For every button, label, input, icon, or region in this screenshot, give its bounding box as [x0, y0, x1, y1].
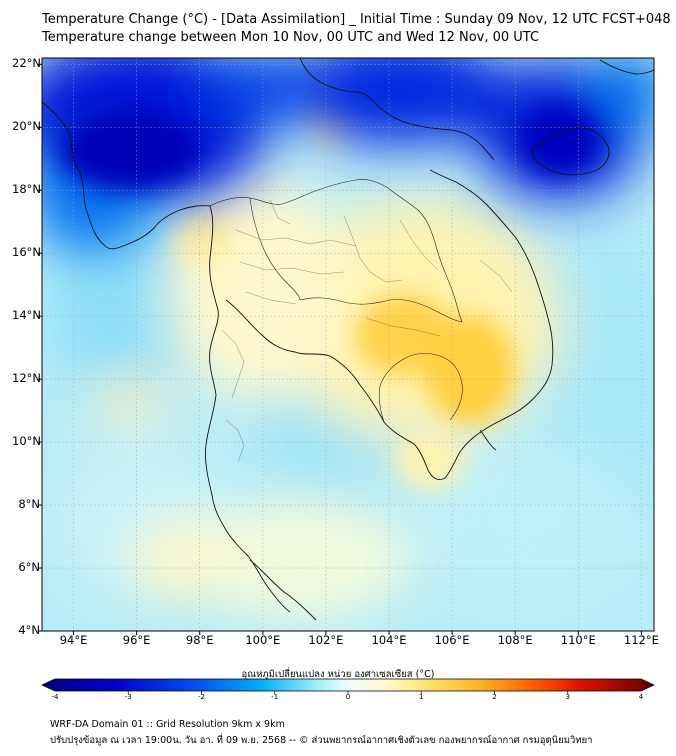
lat-label: 20°N: [12, 119, 41, 134]
colorbar-tick-label: -3: [124, 693, 132, 701]
colorbar-label: อุณหภูมิเปลี่ยนแปลง หน่วย องศาเซลเซียส (…: [241, 669, 435, 680]
colorbar-tick-label: 1: [419, 693, 424, 701]
map-frame: [41, 57, 655, 632]
title-line-2: Temperature change between Mon 10 Nov, 0…: [42, 30, 540, 45]
lat-label: 18°N: [12, 182, 41, 197]
lon-label: 102°E: [308, 633, 344, 647]
lat-label: 14°N: [12, 308, 41, 323]
lat-label: 8°N: [18, 497, 40, 512]
country-borders: [209, 179, 463, 423]
colorbar-tick-label: 2: [492, 693, 497, 701]
lon-label: 94°E: [59, 633, 88, 647]
colorbar-tick-label: 3: [565, 693, 570, 701]
lat-label: 10°N: [12, 434, 41, 449]
colorbar: [41, 678, 655, 692]
colorbar-tick-label: -2: [198, 693, 205, 701]
footer-credit: ปรับปรุงข้อมูล ณ เวลา 19:00น. วัน อา. ที…: [50, 735, 593, 746]
coastlines: [42, 58, 654, 621]
lat-label: 16°N: [12, 245, 41, 260]
colorbar-tick-label: 0: [345, 693, 351, 701]
lat-label: 22°N: [12, 56, 41, 71]
province-borders: [221, 199, 513, 463]
lat-label: 6°N: [18, 560, 40, 575]
title-line-1: Temperature Change (°C) - [Data Assimila…: [42, 12, 671, 27]
colorbar-tick-label: 4: [638, 693, 644, 701]
lon-label: 106°E: [434, 633, 470, 647]
colorbar-tickmarks: [127, 691, 569, 694]
longitude-ticks: [73, 631, 642, 635]
colorbar-tick-label: -4: [51, 693, 59, 701]
lat-label: 12°N: [12, 371, 41, 386]
lon-label: 110°E: [560, 633, 596, 647]
lon-label: 104°E: [371, 633, 407, 647]
latitude-ticks: [38, 63, 42, 632]
footer-model-info: WRF-DA Domain 01 :: Grid Resolution 9km …: [50, 719, 285, 730]
temperature-field: [42, 58, 654, 631]
lon-label: 100°E: [245, 633, 281, 647]
lat-label: 4°N: [18, 623, 40, 637]
lon-label: 98°E: [185, 633, 214, 647]
colorbar-tick-label: -1: [271, 693, 279, 701]
lon-label: 96°E: [122, 633, 151, 647]
lon-label: 112°E: [623, 633, 659, 647]
gridlines: [42, 58, 654, 631]
lon-label: 108°E: [497, 633, 533, 647]
